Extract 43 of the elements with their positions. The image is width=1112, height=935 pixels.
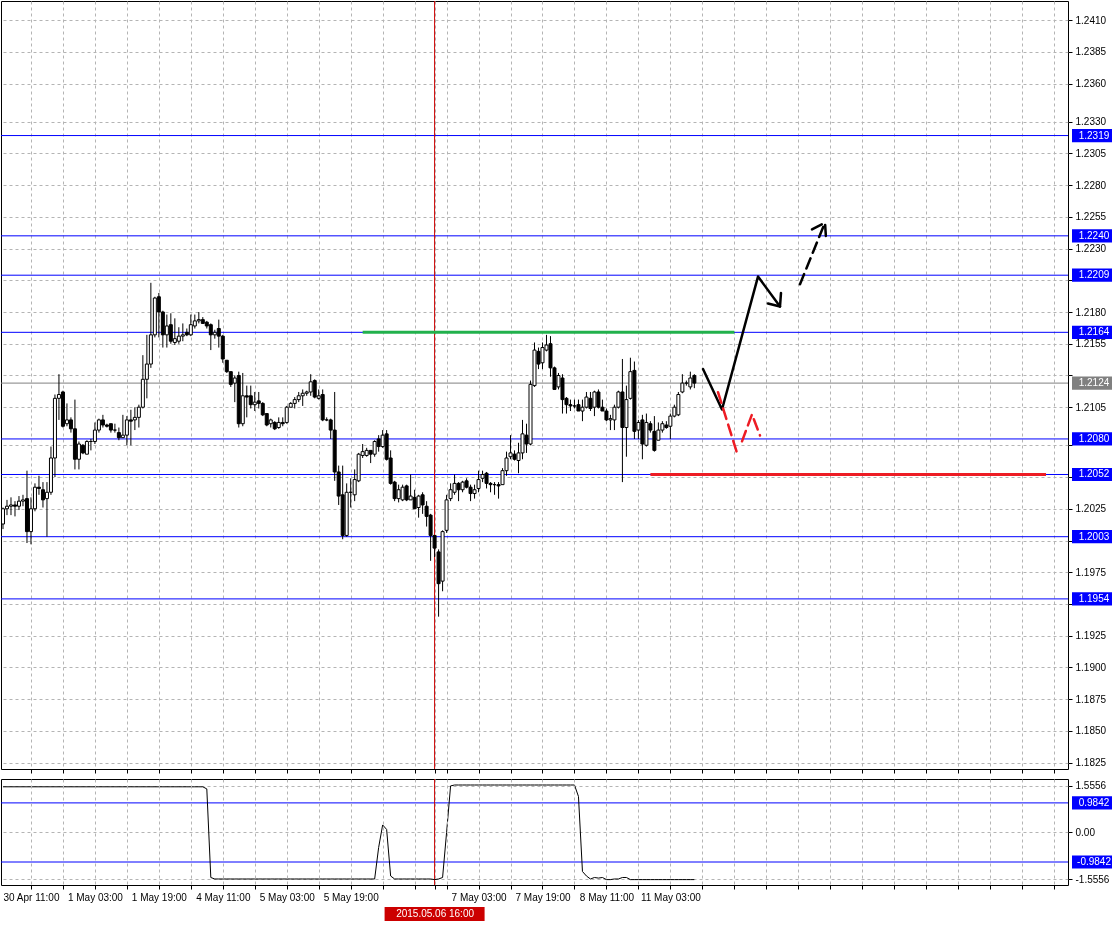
y-tick-label: 1.2255: [1075, 211, 1107, 223]
y-tick-label: 1.1975: [1075, 566, 1107, 578]
x-tick-label: 30 Apr 11:00: [3, 891, 60, 903]
x-tick-label: 5 May 19:00: [323, 891, 380, 903]
y-tick-label: 1.2180: [1075, 306, 1107, 318]
y-tick-label: 1.2330: [1075, 116, 1107, 128]
x-tick-label: 5 May 03:00: [259, 891, 316, 903]
x-tick-label: 2015.05.06 16:00: [396, 907, 475, 919]
ref-line-label: 1.2319: [1078, 129, 1110, 141]
y-tick-label: 1.2280: [1075, 179, 1107, 191]
x-tick-label: 1 May 03:00: [67, 891, 124, 903]
ref-line-label: 1.2164: [1078, 326, 1110, 338]
y-tick-label: 1.2305: [1075, 147, 1107, 159]
x-tick-label: 7 May 19:00: [515, 891, 571, 903]
y-tick-label: 1.2025: [1075, 503, 1107, 515]
ref-line-label: 1.2003: [1078, 530, 1110, 542]
y-tick-label: 1.2105: [1075, 401, 1107, 413]
x-tick-label: 8 May 11:00: [579, 891, 635, 903]
x-tick-label: 11 May 03:00: [640, 891, 702, 903]
ref-line-label: 1.2209: [1078, 269, 1110, 281]
y-tick-label: 0.00: [1075, 826, 1096, 838]
y-tick-label: 1.1850: [1075, 725, 1107, 737]
y-tick-label: 1.1900: [1075, 661, 1107, 673]
y-tick-label: 1.1925: [1075, 630, 1107, 642]
x-tick-label: 4 May 11:00: [196, 891, 251, 903]
y-tick-label: -1.5556: [1075, 873, 1110, 885]
x-tick-label: 7 May 03:00: [451, 891, 507, 903]
ref-line-label: 1.1954: [1078, 592, 1110, 604]
ref-line-label: -0.9842: [1077, 856, 1112, 867]
y-tick-label: 1.2410: [1075, 14, 1107, 26]
ref-line-label: 1.2080: [1078, 432, 1110, 444]
y-tick-label: 1.5556: [1075, 780, 1107, 792]
ref-line-label: 1.2052: [1078, 468, 1110, 480]
x-tick-label: 1 May 19:00: [131, 891, 188, 903]
y-tick-label: 1.2360: [1075, 78, 1107, 90]
y-tick-label: 1.2385: [1075, 46, 1107, 58]
ref-line-label: 1.2124: [1078, 377, 1110, 389]
ref-line-label: 0.9842: [1078, 796, 1110, 808]
ref-line-label: 1.2240: [1078, 229, 1110, 241]
y-tick-label: 1.2230: [1075, 243, 1107, 255]
y-tick-label: 1.1875: [1075, 693, 1107, 705]
y-tick-label: 1.1825: [1075, 757, 1107, 769]
y-tick-label: 1.2155: [1075, 338, 1107, 350]
